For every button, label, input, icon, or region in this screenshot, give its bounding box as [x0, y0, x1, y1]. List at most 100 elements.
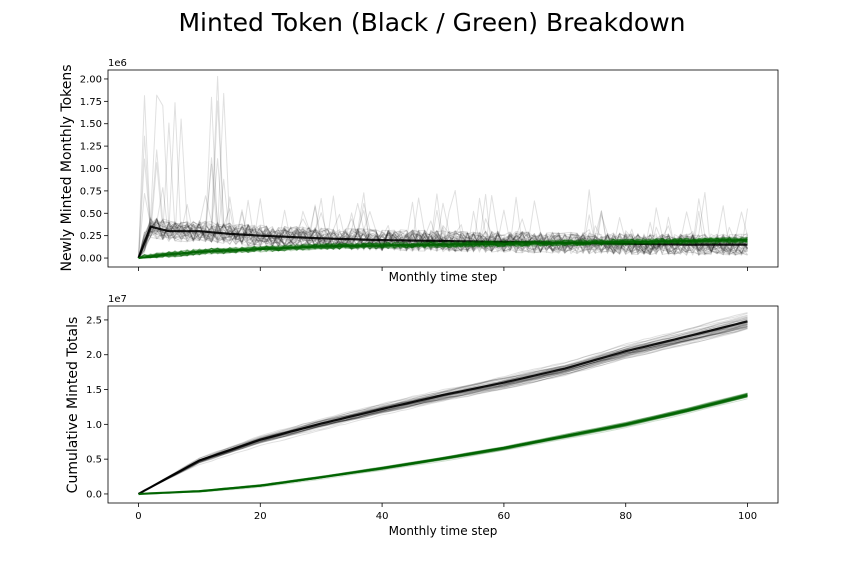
black-series-run: [138, 178, 748, 259]
green-series-run: [138, 393, 748, 495]
y-tick-label: 1.0: [86, 420, 102, 431]
green-series-run: [138, 392, 748, 495]
black-series-run: [138, 197, 748, 259]
green-series-run: [138, 392, 748, 495]
p1-series-layer: [137, 312, 748, 496]
y-tick-label: 2.0: [86, 350, 102, 361]
green-series-run: [138, 395, 748, 495]
p1-y-axis-label: Cumulative Minted Totals: [65, 317, 81, 494]
green-series-run: [138, 396, 748, 495]
black-series-run: [138, 221, 748, 259]
green-series-run: [138, 395, 748, 495]
black-series-run: [138, 222, 748, 259]
p1-x-axis: 0 20 40 60 80 100: [135, 503, 757, 522]
green-series-run: [138, 396, 748, 495]
black-series-run: [138, 158, 748, 259]
x-tick-label: 80: [619, 511, 632, 522]
black-series-run: [138, 323, 748, 495]
green-series-run: [138, 396, 748, 495]
black-series-run: [138, 326, 748, 495]
black-series-run: [138, 326, 748, 495]
green-series-run: [138, 395, 748, 495]
green-series-run: [138, 236, 748, 259]
green-series-run: [138, 395, 748, 495]
y-tick-label: 1.25: [80, 142, 102, 153]
y-tick-label: 1.00: [80, 164, 102, 175]
black-series-run: [138, 318, 748, 495]
green-series-run: [138, 394, 748, 495]
x-tick-label: 60: [498, 511, 511, 522]
black-series-run: [138, 210, 748, 259]
green-series-run: [138, 396, 748, 495]
black-series-run: [138, 326, 748, 495]
y-tick-label: 1.50: [80, 119, 102, 130]
black-series-run: [138, 326, 748, 495]
y-tick-label: 0.5: [86, 455, 102, 466]
y-tick-label: 1.75: [80, 97, 102, 108]
black-series-run: [138, 322, 748, 495]
green-series-run: [138, 396, 748, 495]
green-series-run: [138, 394, 748, 495]
p1-y-scale-label: 1e7: [108, 294, 127, 305]
p0-series-layer: [137, 75, 748, 260]
y-tick-label: 2.00: [80, 74, 102, 85]
black-series-run: [138, 327, 748, 495]
green-series-run: [138, 393, 748, 495]
green-series-run: [138, 394, 748, 495]
black-series-run: [138, 316, 748, 495]
black-series-run: [138, 323, 748, 495]
black-series-run: [138, 94, 748, 259]
black-series-run: [138, 222, 748, 259]
x-tick-label: 40: [376, 511, 389, 522]
y-tick-label: 0.75: [80, 186, 102, 197]
green-series-run: [138, 392, 748, 495]
black-series-run: [138, 118, 748, 259]
p1-axes-frame: [107, 305, 779, 504]
black-series-run: [138, 187, 748, 259]
black-series-run: [138, 135, 748, 259]
black-series-run: [138, 325, 748, 495]
p0-y-axis: 0.00 0.25 0.50 0.75 1.00 1.25 1.50 1.75 2.00: [80, 74, 108, 265]
black-series-run: [138, 96, 748, 259]
green-series-run: [138, 394, 748, 495]
figure-title: Minted Token (Black / Green) Breakdown: [178, 8, 685, 37]
green-series-mean-line: [138, 239, 748, 260]
p0-y-axis-label: Newly Minted Monthly Tokens: [59, 64, 75, 271]
green-series-run: [138, 393, 748, 495]
green-series-run: [138, 394, 748, 495]
p0-x-axis: [138, 267, 748, 271]
green-series-run: [138, 394, 748, 495]
black-series-run: [138, 312, 748, 495]
p1-x-axis-label: Monthly time step: [389, 524, 498, 538]
green-series-run: [138, 392, 748, 495]
black-series-run: [138, 318, 748, 495]
y-tick-label: 0.0: [86, 489, 102, 500]
p1-y-axis: 0.0 0.5 1.0 1.5 2.0 2.5: [86, 315, 108, 500]
y-tick-label: 0.00: [80, 254, 102, 265]
green-series-run: [138, 393, 748, 495]
green-series-run: [138, 393, 748, 495]
black-series-run: [138, 192, 748, 259]
black-series-run: [138, 149, 748, 259]
green-series-run: [138, 394, 748, 495]
green-series-run: [138, 238, 748, 259]
green-series-run: [138, 394, 748, 495]
p0-x-axis-label: Monthly time step: [389, 270, 498, 284]
black-series-mean-line: [137, 225, 748, 259]
x-tick-label: 100: [738, 511, 757, 522]
p0-y-scale-label: 1e6: [108, 58, 127, 69]
black-series-run: [138, 122, 748, 259]
black-series-run: [138, 221, 748, 259]
green-series-run: [138, 393, 748, 495]
y-tick-label: 2.5: [86, 315, 102, 326]
green-series-run: [138, 395, 748, 495]
black-series-run: [138, 322, 748, 495]
black-series-run: [138, 328, 748, 495]
green-series-run: [138, 394, 748, 495]
black-series-run: [138, 325, 748, 495]
green-series-run: [138, 394, 748, 495]
green-series-run: [138, 395, 748, 495]
green-series-run: [138, 398, 748, 495]
green-series-run: [138, 394, 748, 495]
